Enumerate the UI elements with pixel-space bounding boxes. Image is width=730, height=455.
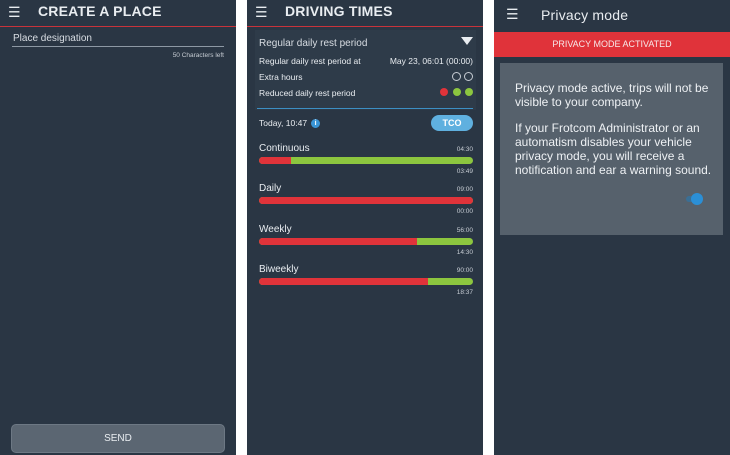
rest-row-label: Regular daily rest period at xyxy=(259,56,361,66)
period-name: Continuous xyxy=(259,143,310,154)
period-progress-bar xyxy=(259,157,473,164)
top-bar: ☰ DRIVING TIMES xyxy=(247,0,483,26)
privacy-info-card: Privacy mode active, trips will not be v… xyxy=(500,63,723,235)
header-divider xyxy=(0,26,236,27)
characters-left-counter: 50 Characters left xyxy=(172,52,224,59)
status-dot-icon xyxy=(452,88,461,96)
period-remaining: 18:37 xyxy=(456,289,473,296)
header-divider xyxy=(247,26,483,27)
period-max: 04:30 xyxy=(456,146,473,153)
privacy-mode-screen: ☰ Privacy mode PRIVACY MODE ACTIVATED Pr… xyxy=(494,0,730,455)
reduced-rest-indicators xyxy=(438,88,473,98)
tco-button[interactable]: TCO xyxy=(431,115,473,131)
page-title: Privacy mode xyxy=(541,7,629,23)
info-icon[interactable]: i xyxy=(311,119,321,129)
current-time-label: Today, 10:47 xyxy=(259,118,308,128)
period-progress-bar xyxy=(259,278,473,285)
privacy-info-text: Privacy mode active, trips will not be v… xyxy=(515,81,709,109)
period-progress-bar xyxy=(259,197,473,204)
privacy-status-banner: PRIVACY MODE ACTIVATED xyxy=(494,32,730,57)
page-title: DRIVING TIMES xyxy=(285,3,393,19)
period-name: Daily xyxy=(259,183,282,194)
rest-row-value: May 23, 06:01 (00:00) xyxy=(389,56,473,66)
rest-row: Regular daily rest period at May 23, 06:… xyxy=(259,56,473,66)
top-bar: ☰ CREATE A PLACE xyxy=(0,0,236,26)
hamburger-menu-icon[interactable]: ☰ xyxy=(506,6,519,22)
rest-period-card xyxy=(255,30,476,110)
extra-hours-indicators xyxy=(451,72,473,83)
place-designation-input[interactable]: Place designation xyxy=(13,33,92,44)
rest-period-selected: Regular daily rest period xyxy=(259,38,368,49)
status-dot-icon xyxy=(440,88,449,96)
privacy-toggle[interactable] xyxy=(691,193,703,205)
empty-circle-icon xyxy=(451,72,461,81)
input-underline xyxy=(12,46,224,47)
period-used-fill xyxy=(259,278,429,285)
triangle-down-icon[interactable] xyxy=(461,37,473,45)
hamburger-menu-icon[interactable]: ☰ xyxy=(255,4,268,20)
period-max: 09:00 xyxy=(456,186,473,193)
period-max: 56:00 xyxy=(456,227,473,234)
current-time: Today, 10:47 i xyxy=(259,118,321,129)
period-max: 90:00 xyxy=(456,267,473,274)
status-dot-icon xyxy=(465,88,473,96)
period-name: Biweekly xyxy=(259,264,299,275)
privacy-warning-text: If your Frotcom Administrator or an auto… xyxy=(515,121,712,177)
reduced-rest-row: Reduced daily rest period xyxy=(259,88,473,98)
period-remaining: 00:00 xyxy=(456,208,473,215)
empty-circle-icon xyxy=(464,72,473,81)
period-used-fill xyxy=(259,238,418,245)
section-divider xyxy=(257,108,473,109)
driving-times-screen: ☰ DRIVING TIMES Regular daily rest perio… xyxy=(247,0,483,455)
period-remaining: 14:30 xyxy=(456,249,473,256)
period-remaining: 03:49 xyxy=(456,168,473,175)
reduced-rest-label: Reduced daily rest period xyxy=(259,88,356,98)
rest-period-select[interactable]: Regular daily rest period xyxy=(259,37,473,49)
hamburger-menu-icon[interactable]: ☰ xyxy=(8,4,21,20)
extra-hours-label: Extra hours xyxy=(259,72,303,82)
period-name: Weekly xyxy=(259,224,292,235)
top-bar: ☰ Privacy mode xyxy=(494,0,730,26)
period-progress-bar xyxy=(259,238,473,245)
extra-hours-row: Extra hours xyxy=(259,72,473,82)
create-place-screen: ☰ CREATE A PLACE Place designation 50 Ch… xyxy=(0,0,236,455)
period-used-fill xyxy=(259,197,473,204)
page-title: CREATE A PLACE xyxy=(38,3,162,19)
send-button[interactable]: SEND xyxy=(11,424,225,453)
period-used-fill xyxy=(259,157,292,164)
